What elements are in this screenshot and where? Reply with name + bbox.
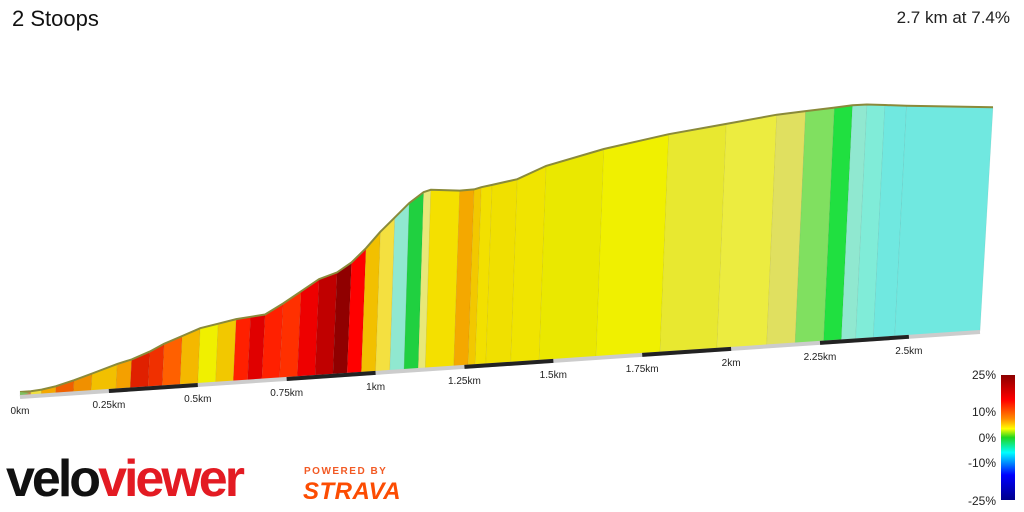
- profile-outline: [19, 103, 994, 393]
- segment-summary: 2.7 km at 7.4%: [896, 8, 1010, 27]
- gradient-fills: [19, 103, 994, 397]
- segment-title: 2 Stoops: [12, 6, 99, 31]
- distance-band: [464, 358, 554, 369]
- distance-band: [819, 334, 910, 345]
- gradient-legend-bar: [1001, 375, 1015, 500]
- gradient-segment: [595, 133, 670, 358]
- x-tick-label: 0km: [11, 406, 30, 417]
- gradient-segment: [179, 327, 201, 386]
- x-tick-label: 2.25km: [804, 352, 837, 363]
- distance-band: [286, 370, 376, 381]
- gradient-segment: [538, 148, 605, 362]
- legend-label-10: 10%: [971, 405, 996, 419]
- x-tick-label: 0.5km: [184, 394, 211, 405]
- gradient-segment: [197, 323, 219, 385]
- legend-label-neg10: -10%: [967, 456, 996, 470]
- x-tick-label: 2km: [722, 358, 741, 369]
- x-tick-label: 1.75km: [626, 364, 659, 375]
- x-tick-label: 0.75km: [270, 388, 303, 399]
- powered-by-label: POWERED BY: [304, 466, 388, 477]
- x-tick-label: 1.25km: [448, 376, 481, 387]
- distance-band: [642, 346, 732, 357]
- gradient-segment: [894, 105, 994, 338]
- legend-label-max: 25%: [971, 368, 996, 382]
- distance-band: [108, 382, 198, 393]
- x-tick-label: 1.5km: [540, 370, 567, 381]
- gradient-segment: [129, 351, 151, 389]
- distance-axis: [19, 330, 981, 399]
- gradient-segment: [215, 318, 237, 384]
- tick-labels: 0km 0.25km 0.5km 0.75km 1km 1.25km 1.5km 1.75km…: [11, 346, 923, 417]
- veloviewer-logo: veloviewer: [6, 450, 248, 508]
- legend-label-min: -25%: [967, 494, 996, 508]
- x-tick-label: 2.5km: [895, 346, 922, 357]
- gradient-segment: [659, 123, 727, 354]
- strava-logo: STRAVA: [303, 478, 402, 505]
- svg-text:veloviewer: veloviewer: [6, 450, 245, 508]
- x-tick-label: 0.25km: [93, 400, 126, 411]
- legend-label-0: 0%: [978, 431, 996, 445]
- x-tick-label: 1km: [366, 382, 385, 393]
